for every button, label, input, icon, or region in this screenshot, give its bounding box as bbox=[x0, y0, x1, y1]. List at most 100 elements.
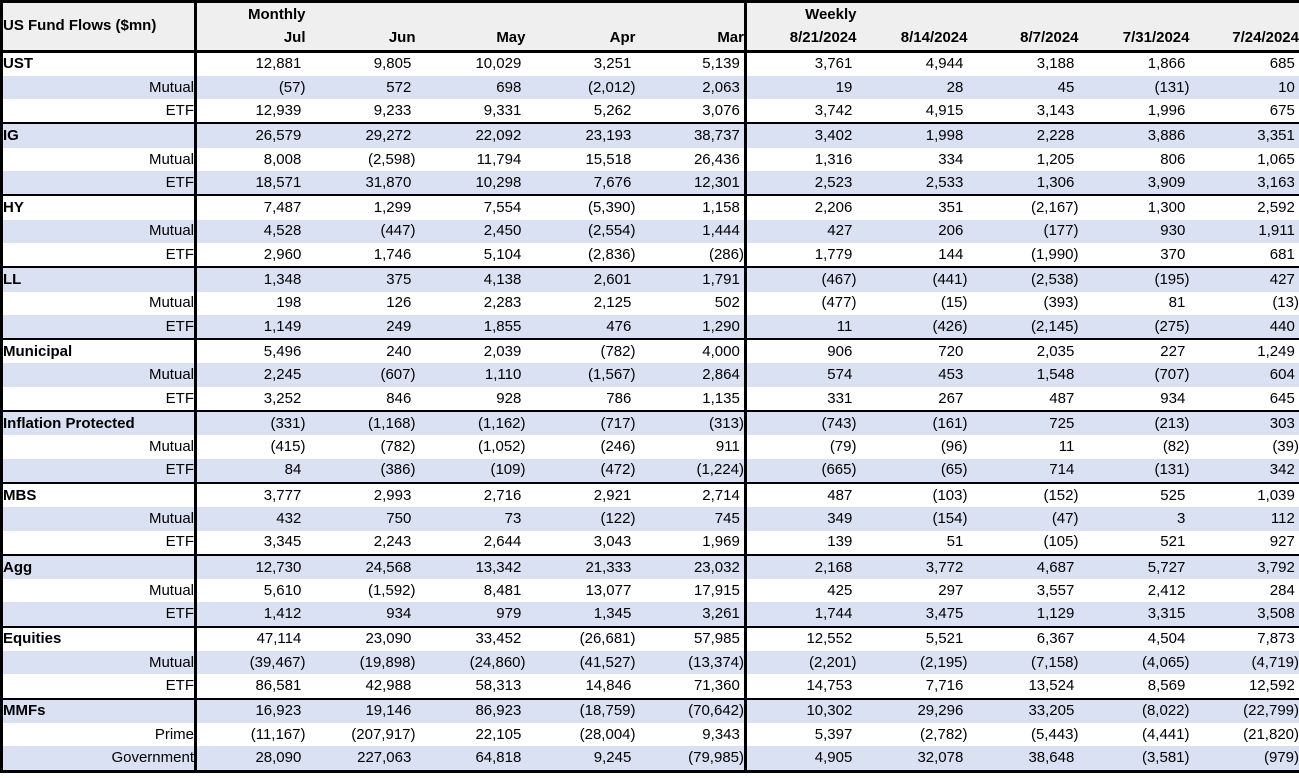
value-cell: 12,552 bbox=[744, 625, 857, 652]
subcategory-label: Mutual bbox=[148, 438, 194, 456]
group-row-mbs: MBS 3,777 2,993 2,716 2,921 2,714 487 (10… bbox=[1, 481, 1299, 508]
column-header-week-2: 8/14/2024 bbox=[856, 26, 968, 53]
value-cell: 1,866 bbox=[1147, 55, 1190, 73]
value-cell: 3,188 bbox=[1036, 55, 1079, 73]
value-cell: 3,402 bbox=[744, 122, 857, 148]
monthly-group-header: Monthly bbox=[194, 1, 306, 27]
subcategory-label: Mutual bbox=[1, 219, 196, 243]
value-cell: 57,985 bbox=[635, 625, 746, 652]
sub-row-inflation-protected-etf: ETF 84 (386) (109) (472) (1,224) (665) (65) 714… bbox=[1, 458, 1299, 483]
value-cell: 3,772 bbox=[856, 553, 968, 580]
value-cell: 16,923 bbox=[194, 697, 306, 723]
value-cell: 3,252 bbox=[194, 386, 306, 412]
value-cell: (5,390) bbox=[525, 194, 636, 220]
sub-row-mmfs-government: Government 28,090 227,063 64,818 9,245 (7… bbox=[1, 746, 1299, 771]
value-cell: 3,076 bbox=[702, 101, 744, 119]
value-cell: 6,367 bbox=[967, 625, 1079, 652]
value-cell: 7,716 bbox=[925, 677, 968, 695]
value-cell: 4,687 bbox=[967, 553, 1079, 580]
sub-row-hy-etf: ETF 2,960 1,746 5,104 (2,836) (286) 1,779 1… bbox=[2, 242, 1299, 268]
value-cell: (4,065) bbox=[1078, 651, 1190, 675]
sub-row-municipal-etf: ETF 3,252 846 928 786 1,135 331 267 487 9… bbox=[2, 386, 1299, 412]
subcategory-label: ETF bbox=[165, 101, 194, 119]
value-cell: 1,306 bbox=[967, 171, 1079, 196]
value-cell: 3,886 bbox=[1078, 122, 1190, 148]
value-cell: 2,601 bbox=[525, 266, 636, 292]
value-cell: 11 bbox=[1058, 438, 1079, 456]
value-cell: (105) bbox=[1043, 533, 1079, 551]
group-row-agg: Agg 12,730 24,568 13,342 21,333 23,032 2,… bbox=[1, 553, 1299, 580]
value-cell: 28 bbox=[856, 75, 968, 100]
value-cell: 2,206 bbox=[744, 194, 857, 220]
value-cell: 23,090 bbox=[305, 625, 416, 652]
value-cell: 4,944 bbox=[925, 55, 968, 73]
value-cell: 19,146 bbox=[305, 697, 416, 723]
sub-row-ig-etf: ETF 18,571 31,870 10,298 7,676 12,301 2,5… bbox=[1, 171, 1299, 196]
value-cell: 934 bbox=[305, 602, 416, 627]
sub-row-mbs-mutual: Mutual 432 750 73 (122) 745 349 (154) (47) 3… bbox=[1, 507, 1299, 531]
value-cell: (82) bbox=[1162, 438, 1190, 456]
table-body: UST 12,881 9,805 10,029 3,251 5,139 3,761… bbox=[1, 51, 1299, 771]
value-cell: 427 bbox=[744, 219, 857, 243]
value-cell: 906 bbox=[744, 338, 857, 364]
value-cell: 2,960 bbox=[194, 242, 306, 268]
sub-row-equities-mutual: Mutual (39,467) (19,898) (24,860) (41,527) (1… bbox=[1, 651, 1299, 675]
value-cell: 572 bbox=[305, 75, 416, 100]
value-cell: (2,782) bbox=[919, 725, 968, 743]
value-cell: 979 bbox=[415, 602, 526, 627]
value-cell: 487 bbox=[744, 481, 857, 508]
value-cell: 84 bbox=[194, 458, 306, 483]
value-cell: 15,518 bbox=[585, 150, 636, 168]
value-cell: 2,283 bbox=[483, 294, 526, 312]
value-cell: 1,129 bbox=[967, 602, 1079, 627]
value-cell: 51 bbox=[946, 533, 968, 551]
value-cell: (24,860) bbox=[415, 651, 526, 675]
value-cell: (19,898) bbox=[305, 651, 416, 675]
value-cell: 9,331 bbox=[483, 101, 526, 119]
value-cell: (275) bbox=[1078, 314, 1190, 340]
value-cell: 3,909 bbox=[1078, 171, 1190, 196]
value-cell: (393) bbox=[1043, 294, 1079, 312]
value-cell: 9,233 bbox=[373, 101, 416, 119]
value-cell: (1,168) bbox=[305, 410, 416, 436]
category-label: MBS bbox=[1, 481, 196, 508]
value-cell: 432 bbox=[194, 507, 306, 531]
sub-row-mbs-etf: ETF 3,345 2,243 2,644 3,043 1,969 139 51 … bbox=[2, 530, 1299, 555]
value-cell: 198 bbox=[194, 291, 306, 315]
value-cell: (2,554) bbox=[525, 219, 636, 243]
value-cell: 1,746 bbox=[373, 245, 416, 263]
value-cell: 2,125 bbox=[593, 294, 636, 312]
value-cell: (2,012) bbox=[525, 75, 636, 100]
value-cell: 2,168 bbox=[744, 553, 857, 580]
value-cell: 1,998 bbox=[856, 122, 968, 148]
column-header-week-4: 7/31/2024 bbox=[1078, 26, 1190, 53]
column-header-may: May bbox=[415, 26, 526, 53]
value-cell: (154) bbox=[856, 507, 968, 531]
value-cell: 370 bbox=[1160, 245, 1190, 263]
value-cell: 86,581 bbox=[194, 674, 306, 699]
value-cell: (782) bbox=[525, 338, 636, 364]
subcategory-label: ETF bbox=[165, 245, 194, 263]
value-cell: 4,905 bbox=[744, 746, 857, 771]
value-cell: 1,996 bbox=[1147, 101, 1190, 119]
value-cell: 13,342 bbox=[415, 553, 526, 580]
value-cell: 3 bbox=[1078, 507, 1190, 531]
value-cell: 3,163 bbox=[1189, 171, 1299, 196]
value-cell: 9,805 bbox=[373, 55, 416, 73]
group-row-hy: HY 7,487 1,299 7,554 (5,390) 1,158 2,206 3… bbox=[1, 194, 1299, 220]
column-header-mar: Mar bbox=[635, 26, 746, 53]
value-cell: 33,205 bbox=[967, 697, 1079, 723]
value-cell: 81 bbox=[1168, 294, 1190, 312]
value-cell: 23,193 bbox=[525, 122, 636, 148]
value-cell: 928 bbox=[496, 389, 526, 407]
value-cell: 12,730 bbox=[194, 553, 306, 580]
column-header-week-5: 7/24/2024 bbox=[1189, 26, 1299, 53]
value-cell: (131) bbox=[1078, 75, 1190, 100]
value-cell: 3,043 bbox=[593, 533, 636, 551]
subcategory-label: ETF bbox=[165, 677, 194, 695]
value-cell: 1,345 bbox=[525, 602, 636, 627]
value-cell: (152) bbox=[967, 481, 1079, 508]
value-cell: (1,224) bbox=[635, 458, 746, 483]
subcategory-label: ETF bbox=[165, 533, 194, 551]
